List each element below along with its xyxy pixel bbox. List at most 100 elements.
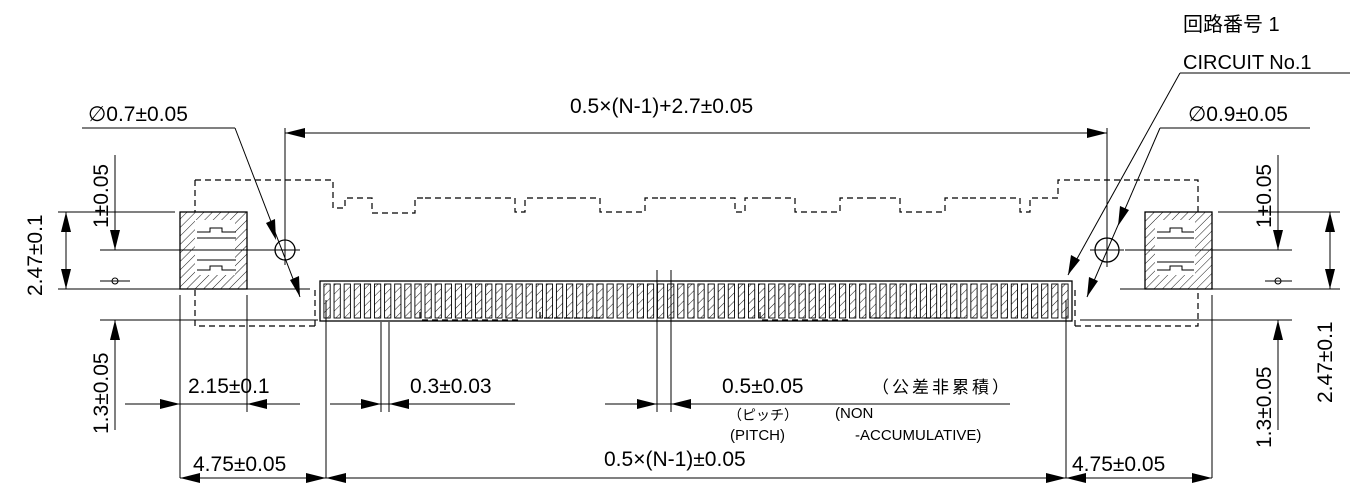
contact xyxy=(899,283,907,319)
contact xyxy=(737,283,746,319)
dimension-lines xyxy=(61,128,1335,483)
leader-lines xyxy=(82,72,1350,298)
contact xyxy=(576,283,584,319)
left-total-height-label: 2.47±0.1 xyxy=(24,214,47,296)
pitch-jp-label: （ピッチ） xyxy=(728,407,798,423)
contact xyxy=(454,283,463,319)
circuit-label-jp: 回路番号 1 xyxy=(1183,13,1280,36)
contact xyxy=(1000,283,1008,319)
contact xyxy=(707,283,715,319)
contact xyxy=(374,283,382,319)
contact xyxy=(697,283,705,319)
non-line1-label: (NON xyxy=(835,405,873,422)
contact xyxy=(818,283,826,319)
pitch-en-label: (PITCH) xyxy=(730,427,785,444)
right-bottom-offset-label: 1.3±0.05 xyxy=(1253,366,1276,448)
contact xyxy=(808,283,816,319)
contact xyxy=(475,283,483,319)
contact xyxy=(353,283,361,319)
contact xyxy=(404,283,412,319)
contact xyxy=(1010,283,1018,319)
contact xyxy=(545,283,554,319)
contact xyxy=(788,283,796,319)
overall-width-label: 0.5×(N-1)+2.7±0.05 xyxy=(570,95,753,118)
contact xyxy=(616,283,624,319)
contact xyxy=(778,283,786,319)
contact xyxy=(464,283,473,319)
contact xyxy=(1020,283,1029,319)
hole-right-label: ∅0.9±0.05 xyxy=(1188,103,1288,126)
contact xyxy=(849,283,857,319)
contact xyxy=(1061,283,1069,319)
contact xyxy=(363,283,372,319)
contact xyxy=(677,283,685,319)
contact xyxy=(626,283,634,319)
contact xyxy=(555,283,564,319)
contact xyxy=(859,283,867,319)
reference-lines xyxy=(58,211,1340,321)
contact xyxy=(646,283,655,319)
circuit-label-en: CIRCUIT No.1 xyxy=(1183,52,1312,74)
pitch-value-label: 0.5±0.05 xyxy=(722,375,804,398)
non-accumulative-jp-label: （公差非累積） xyxy=(872,378,1012,397)
dimension-labels: 回路番号 1 CIRCUIT No.1 ∅0.7±0.05 0.5×(N-1)+… xyxy=(24,13,1337,476)
right-top-offset-label: 1±0.05 xyxy=(1253,164,1276,228)
contact xyxy=(798,283,806,319)
contact xyxy=(535,283,543,319)
end-left-label: 4.75±0.05 xyxy=(193,453,286,476)
contact xyxy=(828,283,837,319)
pad-width-label: 2.15±0.1 xyxy=(188,375,270,398)
contact xyxy=(727,283,735,319)
left-bottom-offset-label: 1.3±0.05 xyxy=(90,352,113,434)
contact xyxy=(596,283,604,319)
contact xyxy=(566,283,574,319)
right-total-height-label: 2.47±0.1 xyxy=(1314,321,1337,403)
contact xyxy=(990,283,998,319)
contact xyxy=(505,283,513,319)
contact xyxy=(929,283,938,319)
contact xyxy=(919,283,928,319)
contact xyxy=(960,283,968,319)
contact xyxy=(343,283,351,319)
contact xyxy=(1041,283,1049,319)
contact xyxy=(838,283,847,319)
contact xyxy=(606,283,614,319)
contact xyxy=(940,283,948,319)
contact xyxy=(414,283,422,319)
contact xyxy=(485,283,493,319)
hole-left-label: ∅0.7±0.05 xyxy=(88,103,188,126)
contact xyxy=(586,283,594,319)
contact xyxy=(394,283,402,319)
contact xyxy=(687,283,695,319)
contact xyxy=(1031,283,1039,319)
end-right-label: 4.75±0.05 xyxy=(1072,453,1165,476)
contact xyxy=(424,283,432,319)
contact xyxy=(323,283,331,319)
contact xyxy=(879,283,887,319)
contact xyxy=(636,283,644,319)
contact xyxy=(758,283,766,319)
contact xyxy=(889,283,897,319)
contact xyxy=(950,283,958,319)
contact-width-label: 0.3±0.03 xyxy=(410,375,492,398)
contact xyxy=(495,283,503,319)
contact xyxy=(333,283,341,319)
contact xyxy=(768,283,776,319)
contact xyxy=(525,283,533,319)
contact xyxy=(434,283,442,319)
left-top-offset-label: 1±0.05 xyxy=(90,164,113,228)
contact xyxy=(657,283,665,319)
contact xyxy=(909,283,917,319)
contact xyxy=(980,283,988,319)
contact xyxy=(1051,283,1059,319)
span-label: 0.5×(N-1)±0.05 xyxy=(604,448,746,471)
contact xyxy=(970,283,978,319)
extension-lines xyxy=(179,128,1213,478)
contact xyxy=(869,283,877,319)
contact xyxy=(748,283,756,319)
contact xyxy=(444,283,452,319)
contact xyxy=(515,283,523,319)
contact-row xyxy=(319,280,1073,322)
non-line2-label: -ACCUMULATIVE) xyxy=(855,427,981,444)
